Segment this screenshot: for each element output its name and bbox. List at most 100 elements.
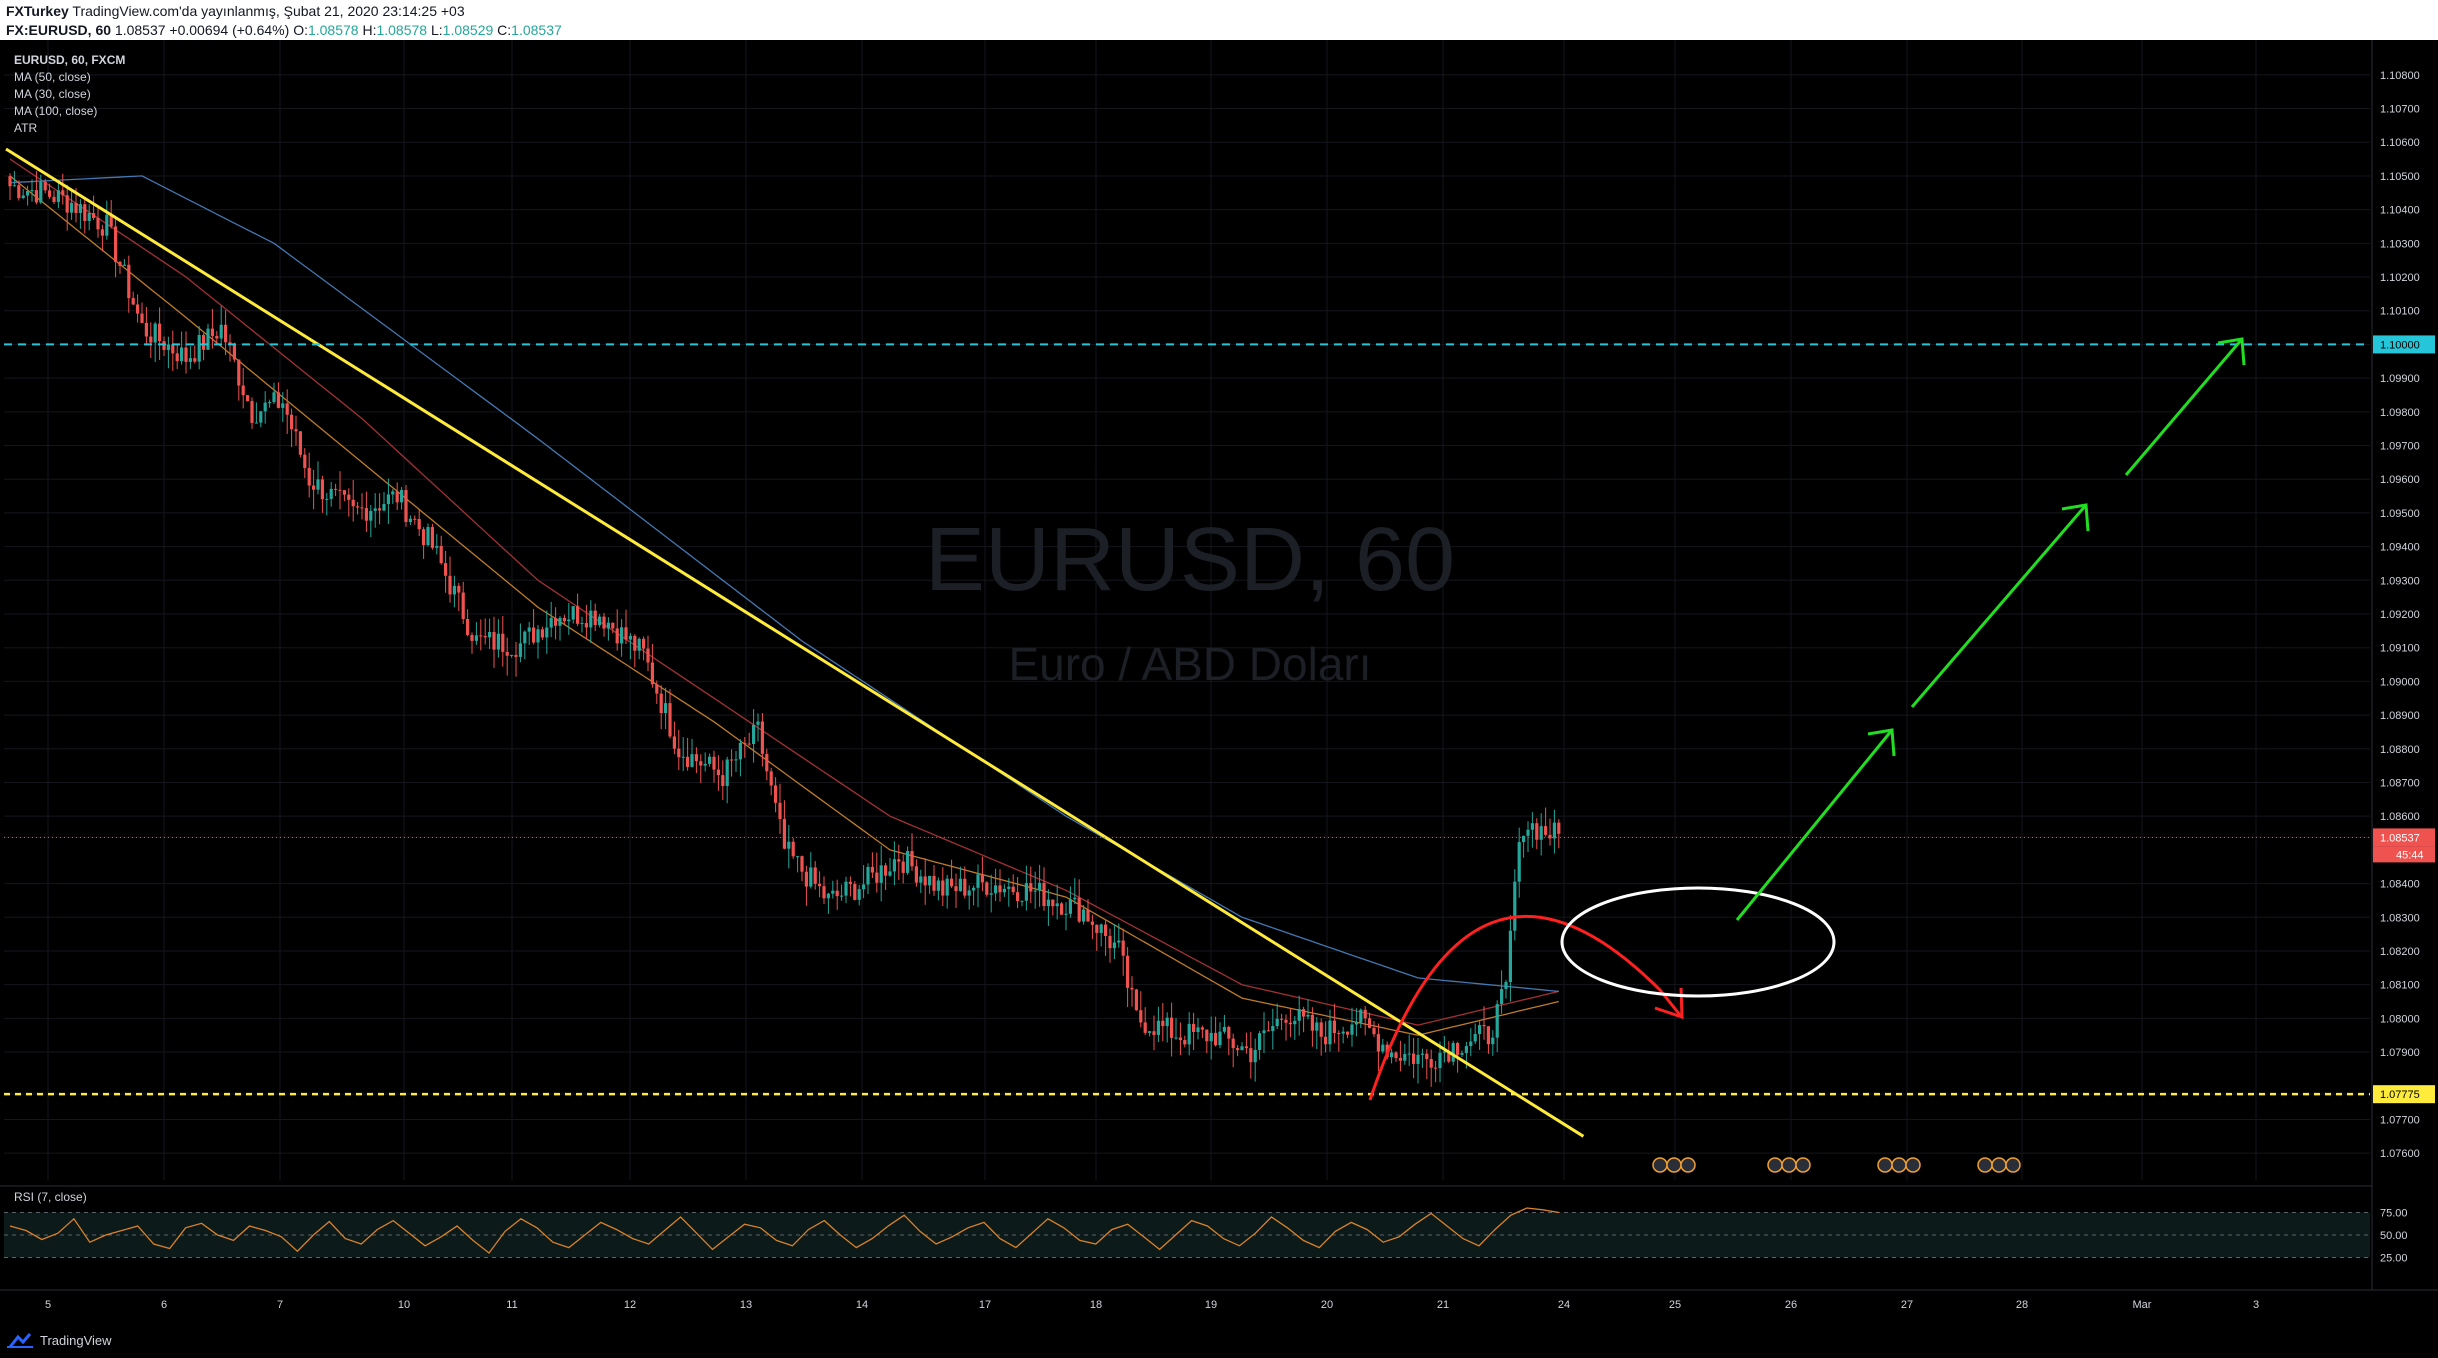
candle-body [1324,1036,1328,1045]
candle-body [730,759,734,761]
candle-body [835,890,839,897]
candle-body [391,491,395,495]
candle-body [1464,1046,1468,1054]
y-tick-label: 1.08800 [2380,744,2420,756]
candle-body [963,878,967,896]
y-tick-label: 1.08400 [2380,879,2420,891]
y-tick-label: 1.08700 [2380,777,2420,789]
candle-body [875,872,879,883]
candle-body [800,856,804,872]
candle-body [1108,936,1112,949]
candle-body [1121,940,1125,956]
candle-body [474,635,478,641]
projection-up-line-0 [1735,729,1894,921]
candle-body [149,336,153,343]
candle-body [796,856,800,858]
candle-body [144,322,148,337]
candle-body [1218,1031,1222,1046]
candle-body [950,878,954,887]
candle-body [813,867,817,884]
candle-body [417,519,421,530]
candle-body [1099,924,1103,933]
candle-body [540,629,544,638]
candle-body [1196,1027,1200,1032]
x-tick-label: 17 [979,1299,991,1311]
candle-body [466,619,470,635]
publisher-name[interactable]: FXTurkey [6,3,69,19]
tradingview-logo[interactable]: TradingView [6,1331,112,1349]
rsi-legend[interactable]: RSI (7, close) [14,1190,87,1204]
legend-ma100[interactable]: MA (100, close) [14,104,98,118]
legend-ma50[interactable]: MA (50, close) [14,70,91,84]
candle-body [972,887,976,891]
candle-body [12,185,16,187]
candle-body [215,335,219,339]
candle-body [642,638,646,649]
candle-body [1473,1033,1477,1042]
candle-body [1126,955,1130,988]
candle-body [364,508,368,521]
candle-body [1130,987,1134,990]
symbol-label: FX:EURUSD, 60 [6,22,112,38]
price-axis: 1.10800 1.10700 1.10600 1.10500 1.10400 1.103… [2371,40,2438,1290]
candle-body [989,893,993,895]
candle-body [1033,890,1037,892]
candle-body [413,518,417,520]
x-tick-label: 10 [398,1299,410,1311]
candle-body [716,769,720,776]
y-tick-label: 1.10400 [2380,205,2420,217]
candle-body [1161,1020,1165,1027]
candle-body [747,743,751,745]
candle-body [721,775,725,786]
legend-ma30[interactable]: MA (30, close) [14,87,91,101]
price-axis-bg [2372,40,2438,1290]
candle-body [936,880,940,891]
candle-body [862,884,866,890]
candle-body [347,494,351,500]
candle-body [1165,1017,1169,1027]
candle-body [567,619,571,622]
candle-body [1438,1052,1442,1069]
candle-body [804,871,808,887]
candle-body [1429,1059,1433,1068]
x-tick-label: 20 [1321,1299,1333,1311]
y-tick-label: 1.10700 [2380,104,2420,116]
candle-body [1425,1053,1429,1060]
candle-body [272,392,276,403]
candle-body [532,627,536,643]
candle-body [488,632,492,638]
candle-body [1319,1022,1323,1037]
candle-body [1539,826,1543,840]
projection-up-line-1 [1910,504,2088,708]
candle-body [325,498,329,500]
candle-body [994,885,998,894]
y-tick-label: 1.09000 [2380,676,2420,688]
candle-body [1258,1033,1262,1050]
candle-body [1442,1051,1446,1053]
resistance-price-badge-bg [2373,335,2435,354]
candle-body [928,875,932,886]
candle-body [615,628,619,644]
candle-body [545,627,549,638]
event-marker [1666,1157,1682,1173]
price-chart[interactable]: EURUSD, 60 Euro / ABD Doları 1.108001.10… [0,40,2438,1320]
candle-body [1456,1042,1460,1055]
candle-body [87,213,91,221]
candle-body [122,264,126,266]
candle-body [320,479,324,500]
candle-body [923,876,927,886]
x-tick-label: 28 [2016,1299,2028,1311]
candle-body [725,759,729,786]
candle-body [1302,1009,1306,1017]
legend-atr[interactable]: ATR [14,121,38,135]
projection-down-arrowhead [1654,987,1684,1020]
candle-body [914,866,918,883]
candle-body [848,881,852,884]
candle-body [316,479,320,490]
candle-body [127,264,131,299]
candle-body [1390,1052,1394,1058]
time-axis: 5 6 7 10 11 12 13 14 17 18 19 20 21 24 25 26 27 28 Mar 3 [0,1289,2438,1311]
candle-body [1412,1053,1416,1064]
candle-body [1341,1031,1345,1034]
candle-body [884,865,888,876]
